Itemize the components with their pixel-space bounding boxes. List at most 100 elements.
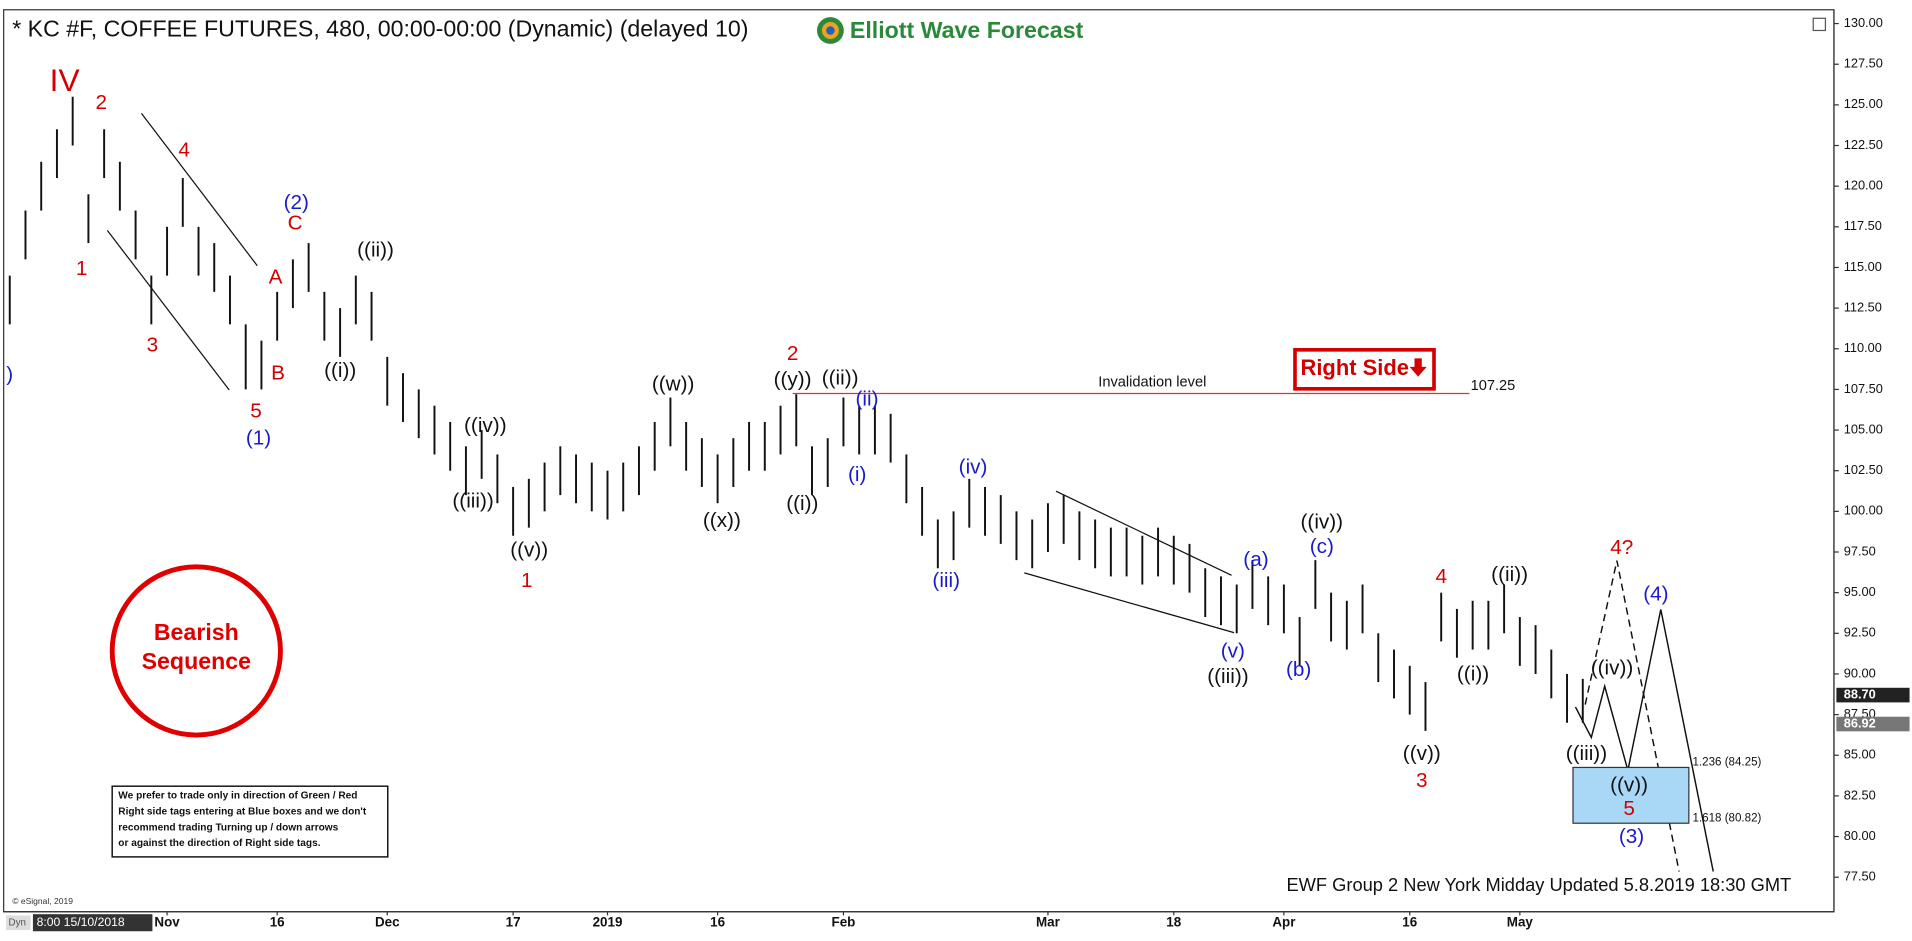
wave-label: IV xyxy=(50,62,80,98)
wave-label: (1) xyxy=(246,426,271,449)
y-tick-label: 80.00 xyxy=(1844,828,1876,843)
y-tick-label: 110.00 xyxy=(1844,340,1882,355)
channel-lines xyxy=(106,112,1235,634)
wave-label: 2 xyxy=(95,91,107,114)
wave-label: ) xyxy=(6,363,13,386)
x-tick-label: 16 xyxy=(270,914,285,929)
invalidation-value: 107.25 xyxy=(1471,378,1516,394)
wave-label: (b) xyxy=(1286,658,1311,681)
y-tick-label: 112.50 xyxy=(1844,299,1882,314)
wave-label: C xyxy=(288,212,303,235)
wave-label: B xyxy=(271,362,285,385)
wave-label: 4? xyxy=(1610,536,1633,559)
tag-text: Right Side xyxy=(1300,355,1408,380)
disclaimer-line: or against the direction of Right side t… xyxy=(118,838,320,849)
price-tag xyxy=(1836,716,1910,732)
x-tick-label: Feb xyxy=(832,914,856,929)
wave-label: 4 xyxy=(1436,565,1448,588)
wave-label: ((w)) xyxy=(652,373,695,396)
y-tick-label: 115.00 xyxy=(1844,259,1882,274)
wave-label: ((i)) xyxy=(786,492,818,515)
fib-label: 1.236 (84.25) xyxy=(1693,757,1762,769)
wave-label: 2 xyxy=(787,342,799,365)
logo-text: Elliott Wave Forecast xyxy=(850,17,1084,43)
y-tick-label: 130.00 xyxy=(1844,15,1883,30)
fib-label: 1.618 (80.82) xyxy=(1693,812,1762,824)
wave-label: A xyxy=(269,265,283,288)
y-tick-label: 95.00 xyxy=(1844,584,1876,599)
y-tick-label: 85.00 xyxy=(1844,747,1876,762)
x-tick-label: 18 xyxy=(1166,914,1181,929)
wave-label: ((iv)) xyxy=(1591,657,1634,680)
window-icon[interactable] xyxy=(1812,17,1827,32)
wave-label: ((ii)) xyxy=(357,239,394,262)
wave-label: ((v)) xyxy=(510,538,548,561)
x-tick-label: Apr xyxy=(1272,914,1296,929)
wave-label: 1 xyxy=(76,257,88,280)
wave-label: ((iii)) xyxy=(1566,742,1607,765)
wave-label: 3 xyxy=(1416,769,1428,792)
wave-label: (i) xyxy=(848,463,866,486)
cursor-time: 8:00 15/10/2018 xyxy=(37,915,125,929)
copyright: © eSignal, 2019 xyxy=(12,896,73,906)
wave-label: (v) xyxy=(1221,640,1245,663)
wave-label: ((iii)) xyxy=(1207,665,1248,688)
wave-label: (c) xyxy=(1310,535,1334,558)
chart-title: * KC #F, COFFEE FUTURES, 480, 00:00-00:0… xyxy=(12,16,748,42)
y-tick-label: 105.00 xyxy=(1844,421,1883,436)
wave-label: ((ii)) xyxy=(822,367,859,390)
y-tick-label: 122.50 xyxy=(1844,137,1883,152)
wave-label: (2) xyxy=(284,191,309,214)
x-tick-label: Mar xyxy=(1036,914,1061,929)
disclaimer-line: recommend trading Turning up / down arro… xyxy=(118,822,338,833)
cursor-label: Dyn xyxy=(9,917,26,928)
y-tick-label: 120.00 xyxy=(1844,178,1883,193)
x-tick-label: Dec xyxy=(375,914,400,929)
wave-label: ((iv)) xyxy=(1301,510,1344,533)
y-tick-label: 125.00 xyxy=(1844,96,1883,111)
cursor-time-box xyxy=(32,914,153,932)
wave-label: 3 xyxy=(147,334,159,357)
y-tick-label: 82.50 xyxy=(1844,787,1876,802)
y-tick-label: 97.50 xyxy=(1844,543,1876,558)
price-tag-label: 86.92 xyxy=(1844,715,1876,730)
y-tick-label: 90.00 xyxy=(1844,665,1876,680)
channel-line xyxy=(1055,490,1232,576)
x-tick-label: 16 xyxy=(1402,914,1417,929)
logo-icon xyxy=(826,26,835,35)
channel-line xyxy=(140,112,258,267)
x-tick-label: 2019 xyxy=(593,914,623,929)
x-tick-label: May xyxy=(1507,914,1534,929)
wave-label: (a) xyxy=(1243,548,1268,571)
y-tick-label: 77.50 xyxy=(1844,869,1876,884)
invalidation-text: Invalidation level xyxy=(1098,374,1206,390)
disclaimer-box xyxy=(111,785,389,858)
cursor-label-box xyxy=(6,915,31,931)
x-tick-label: 16 xyxy=(710,914,725,929)
y-tick-label: 92.50 xyxy=(1844,625,1876,640)
x-tick-label: Nov xyxy=(154,914,180,929)
wave-label: ((v)) xyxy=(1610,774,1648,797)
y-tick-label: 127.50 xyxy=(1844,56,1883,71)
y-tick-label: 107.50 xyxy=(1844,381,1883,396)
y-tick-label: 117.50 xyxy=(1844,218,1882,233)
badge-text: Bearish xyxy=(154,619,239,645)
wave-label: 1 xyxy=(521,569,533,592)
wave-label: (iv) xyxy=(959,456,988,479)
wave-label: 5 xyxy=(1623,797,1635,820)
price-tag xyxy=(1836,687,1910,703)
logo: Elliott Wave Forecast xyxy=(816,17,1084,44)
down-arrow xyxy=(1409,358,1427,377)
footer-text: EWF Group 2 New York Midday Updated 5.8.… xyxy=(1287,874,1792,895)
wave-label: (3) xyxy=(1619,825,1644,848)
x-tick-label: 17 xyxy=(506,914,521,929)
wave-label: (ii) xyxy=(855,387,878,410)
disclaimer-line: Right side tags entering at Blue boxes a… xyxy=(118,806,367,817)
wave-label: ((y)) xyxy=(774,368,812,391)
wave-label: ((x)) xyxy=(703,509,741,532)
wave-label: ((ii)) xyxy=(1491,563,1528,586)
badge-circle xyxy=(109,564,283,738)
wave-label: ((iv)) xyxy=(464,414,507,437)
